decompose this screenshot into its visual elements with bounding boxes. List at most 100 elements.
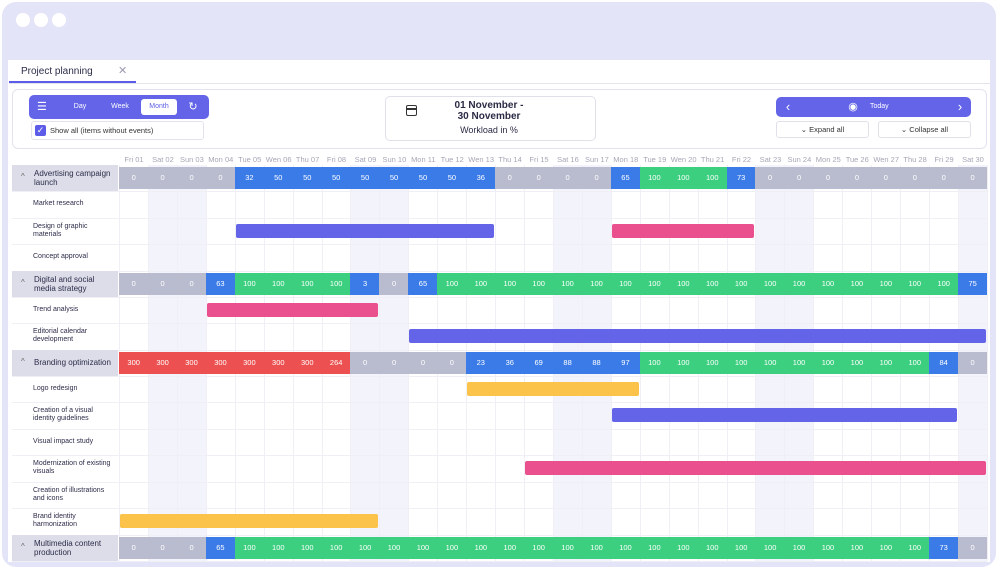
calendar-icon[interactable]: [406, 105, 417, 116]
workload-cell: 100: [437, 272, 467, 295]
task-bar[interactable]: [611, 408, 957, 423]
task-label: Visual impact study: [33, 437, 94, 445]
day-header: Sun 10: [382, 155, 407, 164]
task-label: Editorial calendar development: [33, 328, 88, 344]
task-bar[interactable]: [467, 381, 639, 396]
workload-cell: 264: [321, 351, 351, 374]
workload-cell: 100: [871, 536, 901, 559]
task-bar[interactable]: [120, 514, 379, 529]
day-header: Sun 24: [787, 155, 812, 164]
tab-active-indicator: [9, 81, 136, 83]
row-divider: [12, 191, 987, 192]
show-all-checkbox[interactable]: ✓: [35, 125, 46, 136]
workload-cell: 100: [871, 351, 901, 374]
workload-cell: 100: [524, 272, 554, 295]
show-all-option[interactable]: ✓ Show all (items without events): [31, 121, 204, 140]
workload-cell: 100: [784, 272, 814, 295]
workload-cell: 0: [408, 351, 438, 374]
day-header: Mon 11: [411, 155, 436, 164]
view-day-button[interactable]: Day: [73, 103, 87, 110]
workload-cell: 100: [263, 536, 293, 559]
tab-project-planning[interactable]: Project planning: [21, 66, 93, 77]
group-row-header[interactable]: ^ Advertising campaign launch: [12, 165, 118, 191]
toolbar: [12, 89, 987, 149]
workload-cell: 0: [581, 167, 612, 189]
window-dot-icon: [34, 13, 48, 27]
workload-cell: 75: [957, 272, 988, 295]
day-header: Thu 14: [498, 155, 522, 164]
workload-cell: 300: [205, 351, 236, 374]
workload-cell: 100: [263, 272, 293, 295]
task-label: Logo redesign: [33, 384, 78, 392]
task-label: Creation of illustrations and icons: [33, 486, 105, 502]
workload-cell: 100: [379, 536, 409, 559]
workload-cell: 0: [524, 167, 554, 189]
row-divider: [12, 217, 987, 219]
group-label: Advertising campaign launch: [34, 169, 111, 187]
view-week-button[interactable]: Week: [111, 103, 129, 110]
workload-cell: 0: [552, 167, 583, 189]
workload-cell: 100: [813, 351, 843, 374]
collapse-chevron-icon[interactable]: ^: [21, 172, 25, 181]
collapse-chevron-icon[interactable]: ^: [21, 277, 25, 287]
workload-cell: 73: [929, 536, 959, 559]
group-row-header[interactable]: ^ Digital and social media strategy: [12, 270, 118, 297]
today-button[interactable]: Today: [870, 103, 889, 110]
collapse-chevron-icon[interactable]: ^: [21, 541, 25, 551]
day-header: Wen 27: [873, 155, 900, 164]
workload-cell: 100: [842, 351, 872, 374]
workload-cell: 0: [437, 351, 467, 374]
workload-cell: 73: [726, 167, 756, 189]
workload-cell: 100: [350, 536, 380, 559]
workload-cell: 0: [379, 351, 409, 374]
task-bar[interactable]: [409, 329, 986, 344]
workload-cell: 0: [957, 167, 988, 189]
workload-cell: 0: [147, 536, 178, 559]
workload-cell: 0: [176, 167, 207, 189]
day-header: Fri 08: [326, 155, 347, 164]
expand-all-button[interactable]: ⌄ Expand all: [776, 121, 869, 138]
workload-cell: 69: [524, 351, 554, 374]
view-month-button[interactable]: Month: [141, 99, 177, 115]
collapse-chevron-icon[interactable]: ^: [21, 356, 25, 366]
group-row-header[interactable]: ^ Multimedia content production: [12, 534, 118, 561]
row-divider: [12, 402, 987, 403]
row-divider: [12, 244, 987, 245]
workload-cell: 0: [119, 167, 149, 189]
workload-cell: 100: [321, 272, 351, 295]
workload-cell: 0: [957, 536, 988, 559]
workload-cell: 300: [234, 351, 265, 374]
workload-cell: 23: [466, 351, 496, 374]
workload-cell: 65: [205, 536, 236, 559]
workload-cell: 100: [668, 351, 698, 374]
day-header: Fri 22: [731, 155, 752, 164]
group-row-header[interactable]: ^ Branding optimization: [12, 349, 118, 376]
day-header: Tue 19: [643, 155, 667, 164]
next-period-icon[interactable]: ›: [957, 99, 963, 114]
workload-cell: 0: [871, 167, 901, 189]
day-header: Thu 07: [295, 155, 320, 164]
refresh-icon[interactable]: ↻: [188, 101, 198, 113]
task-bar[interactable]: [235, 223, 495, 238]
window-dot-icon: [16, 13, 30, 27]
prev-period-icon[interactable]: ‹: [785, 99, 791, 114]
menu-icon[interactable]: ☰: [37, 101, 47, 113]
workload-cell: 0: [755, 167, 785, 189]
tab-close-icon[interactable]: ✕: [118, 65, 128, 77]
collapse-all-button[interactable]: ⌄ Collapse all: [878, 121, 971, 138]
task-label: Modernization of existing visuals: [33, 460, 111, 476]
workload-cell: 100: [292, 536, 322, 559]
task-bar[interactable]: [206, 302, 379, 317]
workload-cell: 3: [350, 272, 380, 295]
workload-cell: 0: [119, 536, 149, 559]
workload-cell: 0: [957, 351, 988, 374]
workload-cell: 100: [813, 536, 843, 559]
workload-cell: 100: [726, 351, 756, 374]
day-header: Sat 30: [962, 155, 984, 164]
eye-icon[interactable]: ◉: [848, 101, 858, 113]
task-bar[interactable]: [525, 461, 986, 476]
workload-cell: 100: [668, 272, 698, 295]
task-bar[interactable]: [611, 223, 755, 238]
row-divider: [12, 560, 987, 562]
workload-cell: 100: [552, 272, 583, 295]
